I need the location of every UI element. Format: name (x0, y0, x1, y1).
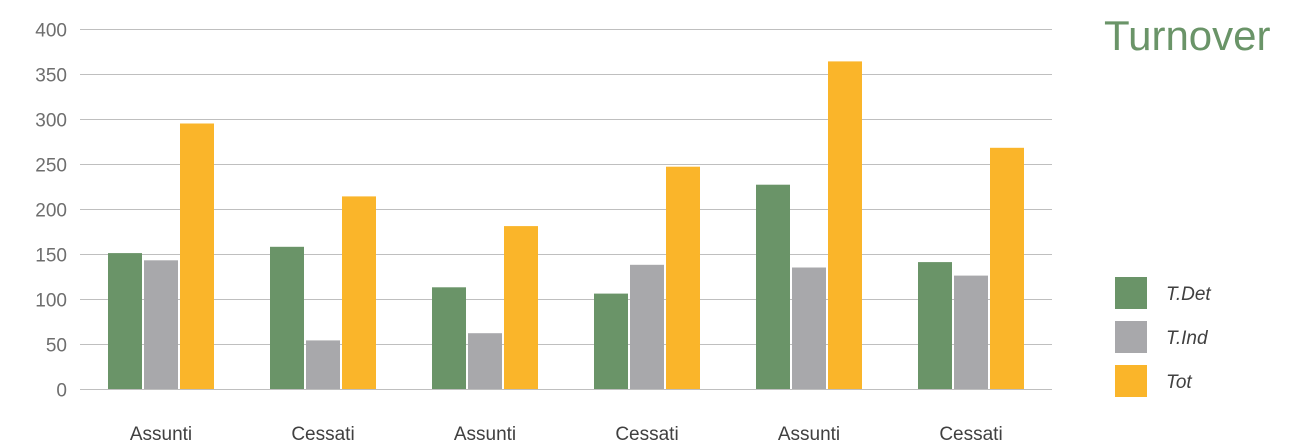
bar-t-ind (792, 267, 826, 389)
y-tick-label: 100 (35, 291, 67, 312)
bar-t-det (108, 253, 142, 389)
y-tick-label: 400 (35, 21, 67, 42)
bar-tot (180, 123, 214, 389)
x-category-label: Cessati (291, 424, 354, 442)
bar-tot (828, 61, 862, 390)
y-tick-label: 50 (46, 336, 67, 357)
bar-t-det (918, 262, 952, 389)
y-tick-label: 200 (35, 201, 67, 222)
y-tick-label: 350 (35, 66, 67, 87)
bar-t-ind (954, 275, 988, 389)
bar-t-det (594, 293, 628, 389)
bar-t-det (432, 287, 466, 389)
x-category-label: Cessati (615, 424, 678, 442)
bar-t-ind (306, 340, 340, 389)
y-axis-ticks: 0 50 100 150 200 250 300 350 400 (35, 21, 67, 402)
bars (108, 61, 1024, 390)
x-category-label: Assunti (778, 424, 840, 442)
legend: T.Det T.Ind Tot (1115, 277, 1211, 397)
legend-swatch (1115, 277, 1147, 309)
x-axis-labels: Assunti Cessati Assunti Cessati Assunti Cessa… (130, 424, 1003, 442)
x-category-label: Cessati (939, 424, 1002, 442)
y-tick-label: 300 (35, 111, 67, 132)
bar-tot (342, 196, 376, 389)
y-tick-label: 250 (35, 156, 67, 177)
legend-swatch (1115, 321, 1147, 353)
bar-t-det (756, 184, 790, 389)
legend-label: Tot (1166, 372, 1192, 393)
chart-title: Turnover (1104, 12, 1271, 59)
bar-tot (990, 147, 1024, 389)
bar-t-ind (468, 333, 502, 389)
y-tick-label: 150 (35, 246, 67, 267)
legend-label: T.Det (1166, 284, 1211, 305)
gridlines (80, 29, 1052, 390)
bar-tot (666, 166, 700, 389)
x-category-label: Assunti (130, 424, 192, 442)
y-tick-label: 0 (56, 381, 67, 402)
bar-t-ind (630, 264, 664, 389)
x-category-label: Assunti (454, 424, 516, 442)
bar-t-det (270, 246, 304, 389)
bar-t-ind (144, 260, 178, 389)
bar-tot (504, 226, 538, 389)
legend-swatch (1115, 365, 1147, 397)
legend-label: T.Ind (1166, 328, 1209, 349)
